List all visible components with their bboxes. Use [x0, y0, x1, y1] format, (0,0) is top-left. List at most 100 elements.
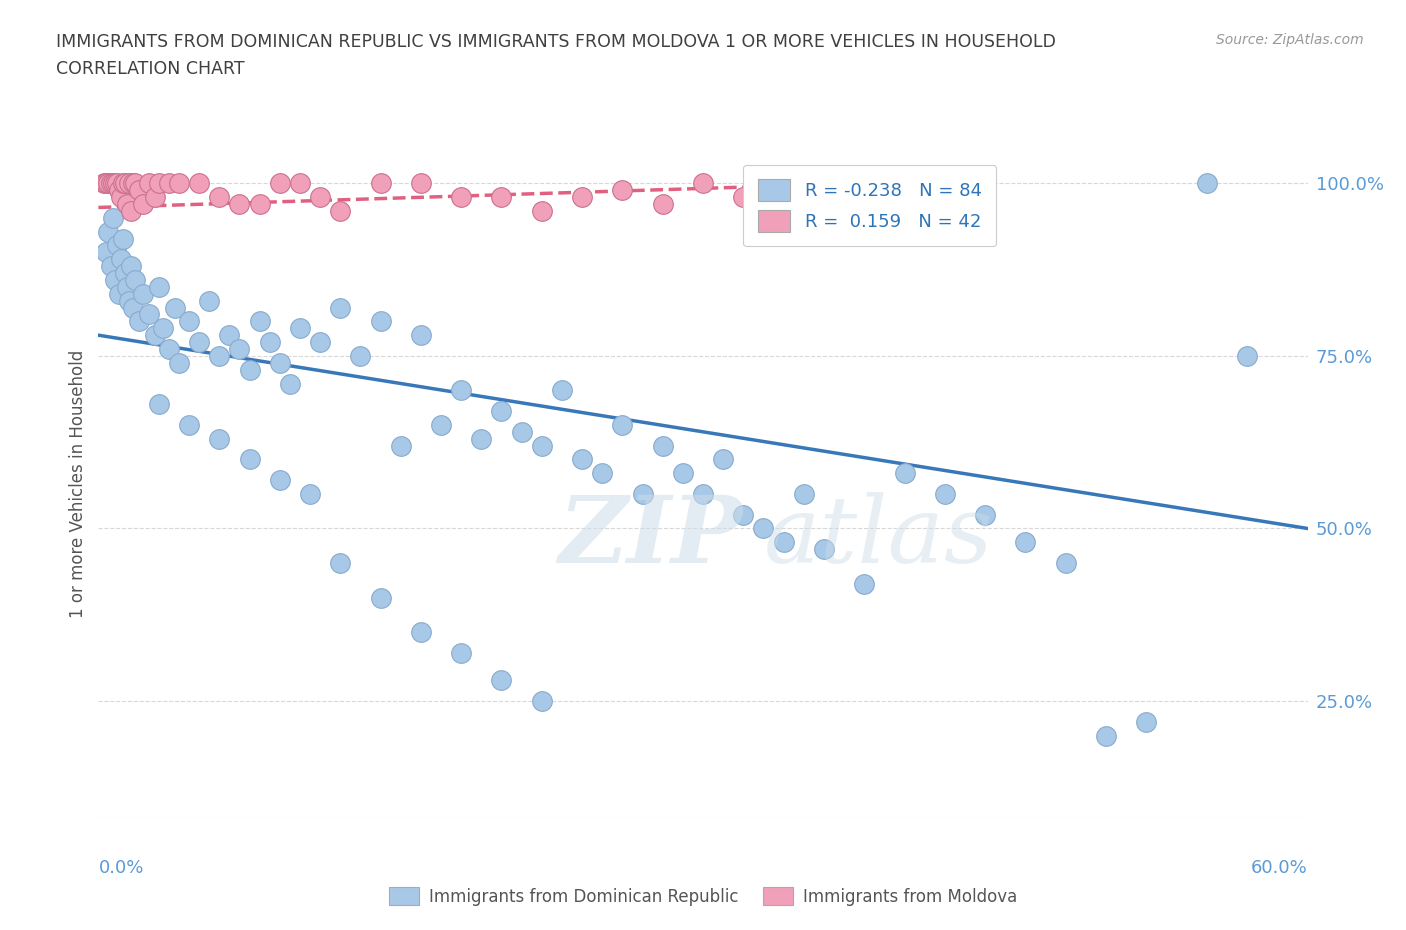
Point [269, 472, 291, 487]
Point [370, 590, 392, 604]
Point [299, 486, 322, 501]
Point [591, 466, 613, 481]
Point [1095, 728, 1118, 743]
Point [288, 176, 311, 191]
Point [530, 694, 553, 709]
Point [772, 196, 794, 211]
Point [103, 176, 125, 191]
Point [96, 176, 118, 191]
Text: ZIP: ZIP [558, 492, 742, 582]
Point [491, 404, 513, 418]
Point [288, 321, 311, 336]
Point [107, 183, 129, 198]
Point [97, 176, 120, 191]
Point [138, 307, 160, 322]
Point [651, 196, 673, 211]
Point [752, 521, 775, 536]
Point [733, 507, 755, 522]
Point [198, 293, 221, 308]
Point [409, 327, 432, 342]
Point [1195, 176, 1218, 191]
Point [115, 279, 138, 294]
Point [450, 383, 472, 398]
Point [430, 418, 453, 432]
Point [101, 210, 124, 225]
Point [450, 645, 472, 660]
Point [115, 196, 138, 211]
Point [793, 486, 815, 501]
Point [163, 300, 186, 315]
Y-axis label: 1 or more Vehicles in Household: 1 or more Vehicles in Household [69, 350, 87, 618]
Point [114, 266, 136, 281]
Point [309, 190, 332, 205]
Point [100, 176, 122, 191]
Point [672, 466, 695, 481]
Point [249, 314, 271, 329]
Point [124, 272, 146, 287]
Point [167, 176, 190, 191]
Point [110, 190, 132, 205]
Point [551, 383, 574, 398]
Text: 60.0%: 60.0% [1251, 858, 1308, 877]
Point [120, 204, 142, 219]
Point [179, 314, 201, 329]
Point [107, 286, 129, 301]
Point [121, 300, 143, 315]
Point [349, 349, 371, 364]
Point [612, 183, 634, 198]
Point [167, 355, 190, 370]
Point [157, 341, 180, 356]
Point [692, 486, 714, 501]
Point [934, 486, 956, 501]
Point [143, 327, 166, 342]
Point [138, 176, 160, 191]
Point [148, 397, 170, 412]
Text: atlas: atlas [763, 492, 993, 582]
Point [893, 466, 915, 481]
Point [239, 452, 262, 467]
Point [111, 176, 134, 191]
Point [114, 176, 136, 191]
Point [510, 424, 533, 439]
Point [733, 190, 755, 205]
Point [97, 224, 120, 239]
Point [118, 176, 141, 191]
Point [101, 176, 124, 191]
Point [118, 293, 141, 308]
Point [631, 486, 654, 501]
Point [105, 238, 128, 253]
Point [121, 176, 143, 191]
Point [1054, 555, 1077, 570]
Point [772, 535, 794, 550]
Point [269, 176, 291, 191]
Point [218, 327, 240, 342]
Point [470, 432, 492, 446]
Point [100, 259, 122, 273]
Point [132, 196, 155, 211]
Point [148, 176, 170, 191]
Text: Source: ZipAtlas.com: Source: ZipAtlas.com [1216, 33, 1364, 46]
Point [179, 418, 201, 432]
Point [143, 190, 166, 205]
Point [239, 363, 262, 378]
Point [389, 438, 412, 453]
Legend: Immigrants from Dominican Republic, Immigrants from Moldova: Immigrants from Dominican Republic, Immi… [382, 881, 1024, 912]
Point [491, 190, 513, 205]
Point [278, 376, 301, 391]
Point [1135, 714, 1157, 729]
Point [450, 190, 472, 205]
Point [329, 555, 352, 570]
Point [93, 176, 115, 191]
Point [124, 176, 146, 191]
Point [651, 438, 673, 453]
Point [329, 204, 352, 219]
Point [571, 190, 593, 205]
Point [612, 418, 634, 432]
Point [103, 272, 125, 287]
Point [329, 300, 352, 315]
Point [128, 183, 150, 198]
Point [96, 245, 118, 259]
Point [571, 452, 593, 467]
Point [259, 335, 281, 350]
Point [370, 314, 392, 329]
